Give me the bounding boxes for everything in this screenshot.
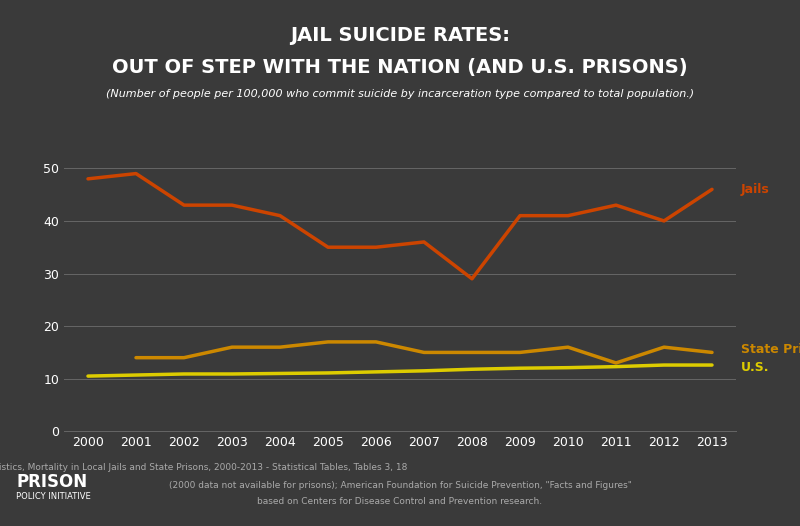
- Text: OUT OF STEP WITH THE NATION (AND U.S. PRISONS): OUT OF STEP WITH THE NATION (AND U.S. PR…: [112, 58, 688, 77]
- Text: JAIL SUICIDE RATES:: JAIL SUICIDE RATES:: [290, 26, 510, 45]
- Text: State Prisons: State Prisons: [741, 343, 800, 356]
- Text: PRISON: PRISON: [16, 473, 87, 491]
- Text: Source: Bureau of Justice Statistics, Mortality in Local Jails and State Prisons: Source: Bureau of Justice Statistics, Mo…: [0, 463, 408, 472]
- Text: Jails: Jails: [741, 183, 770, 196]
- Text: POLICY INITIATIVE: POLICY INITIATIVE: [16, 492, 90, 501]
- Text: U.S.: U.S.: [741, 361, 770, 374]
- Text: based on Centers for Disease Control and Prevention research.: based on Centers for Disease Control and…: [258, 497, 542, 506]
- Text: (Number of people per 100,000 who commit suicide by incarceration type compared : (Number of people per 100,000 who commit…: [106, 89, 694, 99]
- Text: (2000 data not available for prisons); American Foundation for Suicide Preventio: (2000 data not available for prisons); A…: [169, 481, 631, 490]
